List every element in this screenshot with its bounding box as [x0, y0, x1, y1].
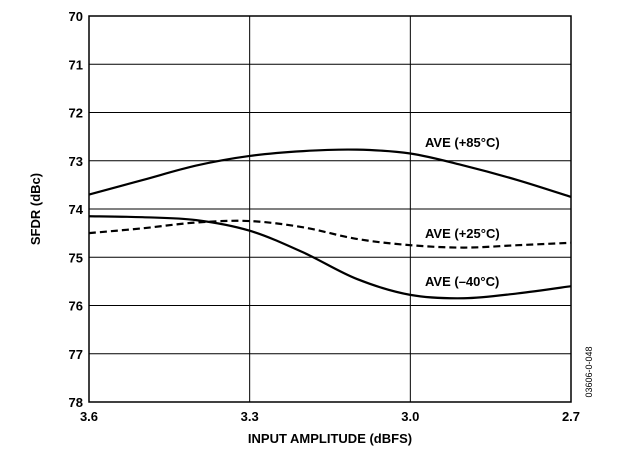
series-label-25c: AVE (+25°C): [425, 226, 500, 241]
figure-id: 03606-0-048: [584, 346, 594, 397]
plot-frame: [88, 15, 572, 403]
x-axis-title: INPUT AMPLITUDE (dBFS): [248, 431, 412, 446]
x-tick-labels: 3.6 3.3 3.0 2.7: [80, 409, 580, 424]
y-tick-label: 71: [69, 57, 83, 72]
y-tick-label: 70: [69, 9, 83, 24]
y-tick-label: 72: [69, 106, 83, 121]
y-tick-label: 74: [69, 202, 84, 217]
x-tick-label: 3.0: [401, 409, 419, 424]
x-tick-label: 2.7: [562, 409, 580, 424]
series-label-85c: AVE (+85°C): [425, 135, 500, 150]
chart-series: [88, 148, 572, 300]
y-tick-label: 76: [69, 299, 83, 314]
series-line-minus40c: [88, 215, 572, 300]
y-tick-label: 78: [69, 395, 83, 410]
x-tick-label: 3.3: [241, 409, 259, 424]
y-tick-label: 77: [69, 347, 83, 362]
y-axis-title: SFDR (dBc): [28, 173, 43, 245]
series-line-85c: [88, 148, 572, 198]
series-label-minus40c: AVE (–40°C): [425, 274, 499, 289]
y-tick-label: 73: [69, 154, 83, 169]
x-tick-label: 3.6: [80, 409, 98, 424]
y-tick-labels: 70 71 72 73 74 75 76 77 78: [69, 9, 84, 410]
series-line-25c: [88, 219, 572, 249]
y-tick-label: 75: [69, 250, 83, 265]
chart-grid: [88, 15, 572, 403]
